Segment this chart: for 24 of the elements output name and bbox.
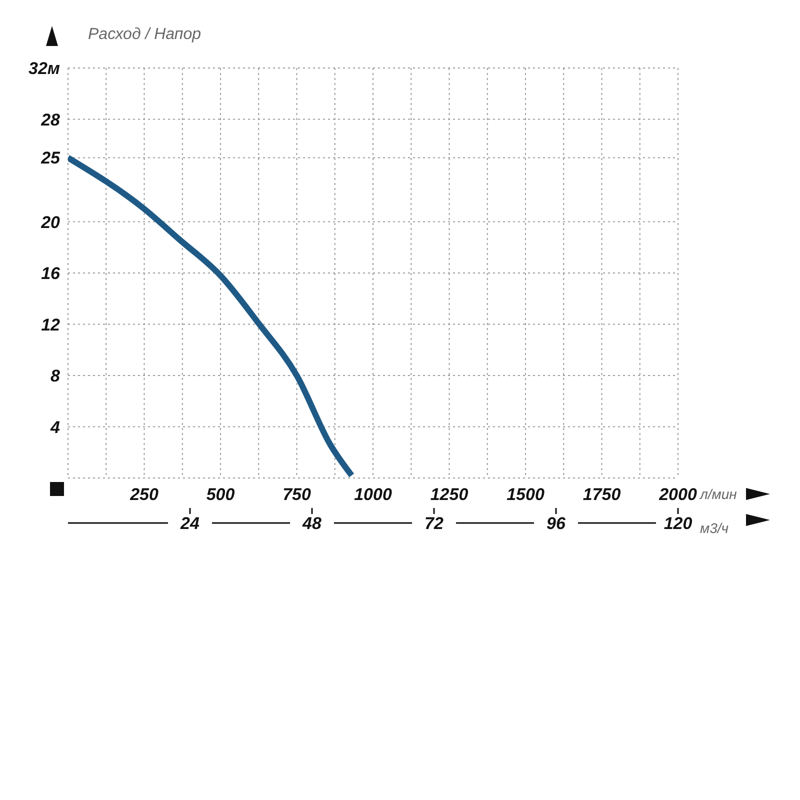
x-tick-label: 1750 [582, 485, 622, 504]
x-tick-label: 1250 [430, 485, 469, 504]
x-tick-label: 1000 [354, 485, 392, 504]
y-tick-label: 16 [41, 264, 61, 283]
x2-axis-title: м3/ч [700, 520, 729, 536]
y-tick-label: 25 [40, 148, 61, 168]
x-axis-title: л/мин [700, 486, 737, 502]
x2-tick-label: 120 [664, 514, 693, 533]
x2-tick-label: 24 [180, 514, 200, 533]
y-axis-title: Расход / Напор [88, 26, 201, 44]
x2-tick-label: 96 [546, 514, 566, 533]
y-tick-label: 28 [40, 110, 61, 130]
x2-tick-label: 48 [302, 514, 322, 533]
x-tick-label: 1500 [506, 485, 545, 504]
y-tick-label: 8 [50, 366, 61, 386]
y-tick-label: 20 [40, 212, 61, 232]
x-tick-label: 500 [206, 485, 236, 504]
y-tick-label: 12 [41, 315, 61, 334]
y-tick-label: 4 [50, 418, 61, 437]
x2-tick-label: 72 [424, 514, 444, 533]
x-tick-label: 750 [282, 485, 312, 504]
x-tick-label: 2000 [658, 485, 698, 504]
x-tick-label: 250 [129, 485, 159, 504]
y-tick-label: 32м [28, 59, 60, 78]
